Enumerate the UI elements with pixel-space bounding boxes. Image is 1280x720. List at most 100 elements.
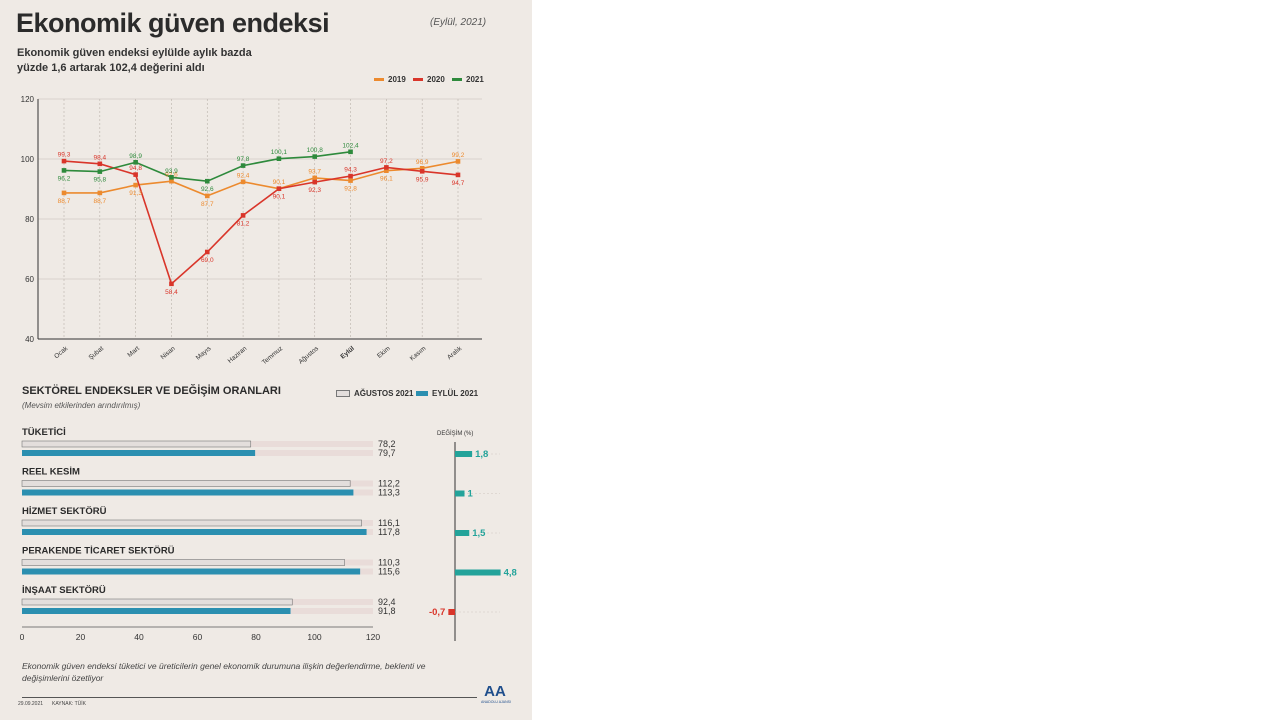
data-label: 98,9 xyxy=(129,153,142,160)
bar-august xyxy=(21,480,351,487)
data-label: 95,8 xyxy=(93,177,106,184)
data-label: 92,3 xyxy=(308,187,321,194)
legend-swatch-2021 xyxy=(452,78,462,81)
data-point xyxy=(276,186,282,191)
bar-august xyxy=(21,598,293,606)
x-tick-label: Ağustos xyxy=(298,345,321,366)
data-label: 100,1 xyxy=(271,149,288,156)
legend-swatch-august xyxy=(336,390,350,397)
anadolu-logo: AA ANADOLU AJANSI xyxy=(481,684,511,714)
x-tick-label: Ocak xyxy=(53,345,70,361)
data-label: 92,8 xyxy=(344,186,357,193)
legend-swatch-2020 xyxy=(413,78,423,81)
data-label: 93,9 xyxy=(165,168,178,175)
data-point xyxy=(455,172,461,178)
bar-august xyxy=(21,519,362,527)
data-point xyxy=(97,169,103,174)
bar-september xyxy=(22,489,354,496)
data-point xyxy=(169,281,174,287)
sector-label: HİZMET SEKTÖRÜ xyxy=(22,506,107,517)
data-label: 97,2 xyxy=(380,158,393,165)
data-point xyxy=(455,159,461,164)
legend-label-2020: 2020 xyxy=(427,75,445,84)
x-tick-label: Mart xyxy=(126,345,141,359)
sector-label: İNŞAAT SEKTÖRÜ xyxy=(22,585,106,596)
data-label: 97,8 xyxy=(237,156,250,163)
data-point xyxy=(97,190,103,196)
data-point xyxy=(348,173,353,179)
sector-label: REEL KESİM xyxy=(22,467,80,478)
data-label: 100,8 xyxy=(307,147,324,154)
x-tick-label: Eylül xyxy=(339,345,356,360)
footer-divider xyxy=(22,697,477,698)
data-label: 90,1 xyxy=(273,194,286,201)
data-point xyxy=(348,178,353,183)
data-point xyxy=(240,213,246,218)
data-point xyxy=(169,175,174,180)
x-tick-label: Kasım xyxy=(409,345,428,362)
change-label: 1,8 xyxy=(475,449,488,460)
data-point xyxy=(312,179,318,185)
data-point xyxy=(276,156,282,161)
data-point xyxy=(169,178,174,184)
change-bar xyxy=(448,609,455,615)
data-label: 58,4 xyxy=(165,289,178,296)
footer-source: KAYNAK: TÜİK xyxy=(52,701,86,707)
value-label-september: 91,8 xyxy=(378,606,396,616)
value-label-august: 110,3 xyxy=(378,558,400,568)
bar-x-tick-label: 100 xyxy=(307,632,321,642)
bar-september xyxy=(22,450,256,456)
data-label: 88,7 xyxy=(93,198,106,205)
bar-x-tick-label: 120 xyxy=(366,632,380,642)
series-line-2020 xyxy=(63,160,459,286)
data-point xyxy=(419,169,425,174)
x-tick-label: Ekim xyxy=(376,345,392,360)
change-label: 1 xyxy=(468,489,474,500)
y-tick-label: 100 xyxy=(21,155,35,164)
series-line-2019 xyxy=(64,160,459,197)
data-point xyxy=(61,158,67,164)
data-label: 93,7 xyxy=(308,168,321,175)
value-label-september: 117,8 xyxy=(378,527,400,537)
data-label: 98,4 xyxy=(93,154,106,161)
x-tick-label: Şubat xyxy=(88,345,106,361)
legend-label-2021: 2021 xyxy=(466,75,484,84)
data-label: 96,2 xyxy=(58,175,71,182)
data-point xyxy=(133,172,138,177)
page-title: Ekonomik güven endeksi xyxy=(16,8,330,38)
sector-label: TÜKETİCİ xyxy=(22,427,66,438)
bar-x-tick-label: 60 xyxy=(193,632,203,642)
value-label-september: 79,7 xyxy=(378,448,396,458)
bar-x-tick-label: 0 xyxy=(20,632,25,642)
data-point xyxy=(61,190,67,196)
data-point xyxy=(384,168,389,173)
change-label: -0,7 xyxy=(429,607,445,618)
data-label: 95,9 xyxy=(416,176,429,183)
data-label: 99,2 xyxy=(452,152,465,159)
bar-x-tick-label: 80 xyxy=(251,632,261,642)
value-label-september: 115,6 xyxy=(378,567,400,577)
x-tick-label: Haziran xyxy=(227,345,249,365)
data-label: 69,0 xyxy=(201,257,214,264)
data-point xyxy=(312,175,318,181)
value-label-august: 116,1 xyxy=(378,518,400,528)
change-label: 1,5 xyxy=(472,528,486,539)
bar-september xyxy=(22,529,367,535)
data-point xyxy=(204,249,210,255)
legend-label-2019: 2019 xyxy=(388,75,406,84)
y-tick-label: 40 xyxy=(25,335,34,344)
y-tick-label: 60 xyxy=(25,275,34,284)
sector-section-note: (Mevsim etkilerinden arındırılmış) xyxy=(22,401,141,410)
change-bar xyxy=(455,569,501,576)
value-label-september: 113,3 xyxy=(378,488,400,498)
data-label: 96,1 xyxy=(380,176,393,183)
data-label: 102,4 xyxy=(342,142,359,149)
subtitle: Ekonomik güven endeksi eylülde aylık baz… xyxy=(17,47,252,74)
data-point xyxy=(97,161,103,167)
legend-swatch-2019 xyxy=(374,78,384,81)
date-label: (Eylül, 2021) xyxy=(430,17,487,28)
data-point xyxy=(419,166,425,171)
legend-swatch-september xyxy=(416,391,428,396)
data-label: 96,9 xyxy=(416,159,429,166)
